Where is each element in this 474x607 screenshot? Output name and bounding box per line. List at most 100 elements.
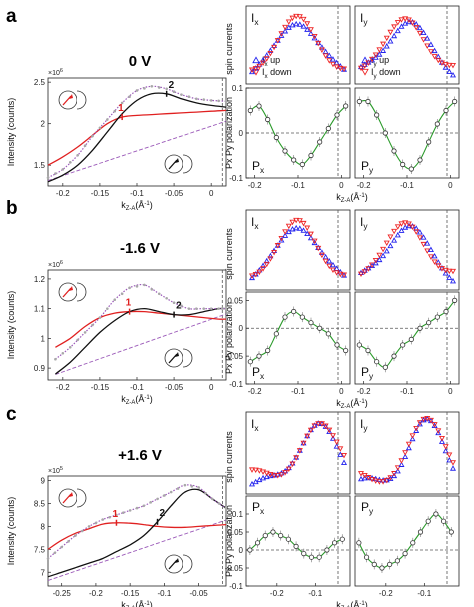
spin-down-point <box>267 472 274 478</box>
spin-down-point <box>449 62 457 69</box>
data-point <box>98 126 102 130</box>
spin-axes-right <box>354 209 460 291</box>
spin-down-point <box>340 452 348 459</box>
schematic-half <box>182 154 193 174</box>
xlabel-k: k <box>121 200 126 210</box>
background-line <box>55 313 227 375</box>
pol-xlabel-k: k <box>336 398 341 408</box>
pol-ylabel: Px Py polarization <box>224 505 234 577</box>
legend-down-text-sub: y <box>374 73 378 80</box>
spin-down-point <box>365 60 372 66</box>
spin-down-point <box>263 261 270 268</box>
spin-up-point <box>260 56 267 63</box>
data-point <box>172 90 176 94</box>
data-point <box>113 298 117 302</box>
pol-ylabel: Px Py polarization <box>224 97 234 169</box>
spin-up-point <box>329 56 336 62</box>
peak2-curve <box>54 307 227 375</box>
spin-up-point <box>322 48 329 54</box>
spin-up-point <box>289 226 296 232</box>
data-point <box>106 307 109 310</box>
schematic-half <box>76 488 87 508</box>
schematic-arrow <box>62 287 72 298</box>
scale-base: ×10 <box>48 262 60 269</box>
spin-down-point <box>387 234 394 240</box>
spin-down-point <box>420 416 427 423</box>
spin-down-point <box>431 54 438 60</box>
pol-xlabel-close: ) <box>365 600 368 607</box>
spin-up-point <box>387 38 394 44</box>
data-point <box>224 506 228 510</box>
data-point <box>54 172 57 175</box>
spin-down-point <box>296 448 303 454</box>
y-tick-label: 8.5 <box>34 500 46 509</box>
data-point <box>197 486 200 489</box>
panel-letter: b <box>6 198 18 219</box>
pol-point <box>408 166 414 172</box>
spin-up-point <box>296 225 303 231</box>
data-point <box>60 545 63 549</box>
spin-down-point <box>322 53 329 59</box>
pol-x-tick-label: -0.1 <box>291 387 305 396</box>
pol-axes-right <box>354 495 460 587</box>
x-tick-label: -0.05 <box>165 383 184 392</box>
spin-down-point <box>311 423 318 429</box>
spin-up-point <box>333 443 340 449</box>
pol-label-left-sub: x <box>260 506 265 516</box>
spin-up-point <box>416 24 423 31</box>
spin-up-point <box>372 54 379 60</box>
pol-y-tick-label: 0.1 <box>232 84 244 93</box>
spin-down-point <box>326 263 333 270</box>
pol-point <box>394 558 400 564</box>
pol-y-tick-label: 0.05 <box>227 296 243 305</box>
pol-label-left: Px <box>252 159 265 175</box>
spin-up-point <box>285 228 292 235</box>
spin-down-point <box>260 266 267 272</box>
legend-up-text: Ix up <box>262 55 280 68</box>
arrow-head <box>69 286 73 291</box>
spin-down-point <box>263 470 270 477</box>
spin-up-point <box>438 438 445 444</box>
pol-point <box>400 342 406 348</box>
background-line <box>47 120 227 182</box>
spin-down-point <box>293 13 300 20</box>
spin-down-point <box>369 476 376 483</box>
spin-up-point <box>420 29 427 35</box>
pol-xlabel-k: k <box>336 600 341 607</box>
scale-base: ×10 <box>48 468 60 475</box>
data-point <box>224 307 228 310</box>
spin-label-right-main: I <box>360 215 363 229</box>
y-tick-label: 1.2 <box>34 275 46 284</box>
pol-x-tick-label: -0.1 <box>400 181 414 190</box>
pol-x-tick-label: -0.2 <box>270 589 284 598</box>
pol-point <box>325 331 331 337</box>
arrow-head <box>69 492 73 497</box>
data-point <box>120 292 124 296</box>
schematic-half <box>182 554 193 574</box>
spin-up-point <box>326 258 333 264</box>
spin-down-point <box>394 20 401 26</box>
arrow-head <box>69 94 73 99</box>
peak1-curve <box>47 522 227 550</box>
spin-up-point <box>267 472 274 479</box>
data-point <box>143 283 146 287</box>
spin-up-point <box>409 435 416 442</box>
spin-down-point <box>326 58 333 64</box>
pol-y-tick-label: 0 <box>239 324 244 333</box>
intensity-axes <box>47 475 227 587</box>
peak1-schematic <box>58 282 87 302</box>
pol-y-tick-label: -0.1 <box>229 380 243 389</box>
spin-down-point <box>442 62 449 68</box>
spin-down-point <box>315 40 322 47</box>
pol-point <box>408 336 414 342</box>
data-point <box>115 513 118 517</box>
spin-down-point <box>337 65 344 72</box>
row-b: b -1.6 V ×106 -0.2 -0.15 -0.1 -0.05 0 0.9 1 1.1 1.2… <box>6 198 460 410</box>
spin-axes-right <box>354 411 460 495</box>
data-point <box>74 534 77 537</box>
spin-label-left-sub: x <box>254 221 259 231</box>
pol-point <box>365 347 371 354</box>
spin-up-point <box>416 420 423 427</box>
pol-point <box>452 297 458 303</box>
xlabel-exp: -1 <box>144 201 150 207</box>
